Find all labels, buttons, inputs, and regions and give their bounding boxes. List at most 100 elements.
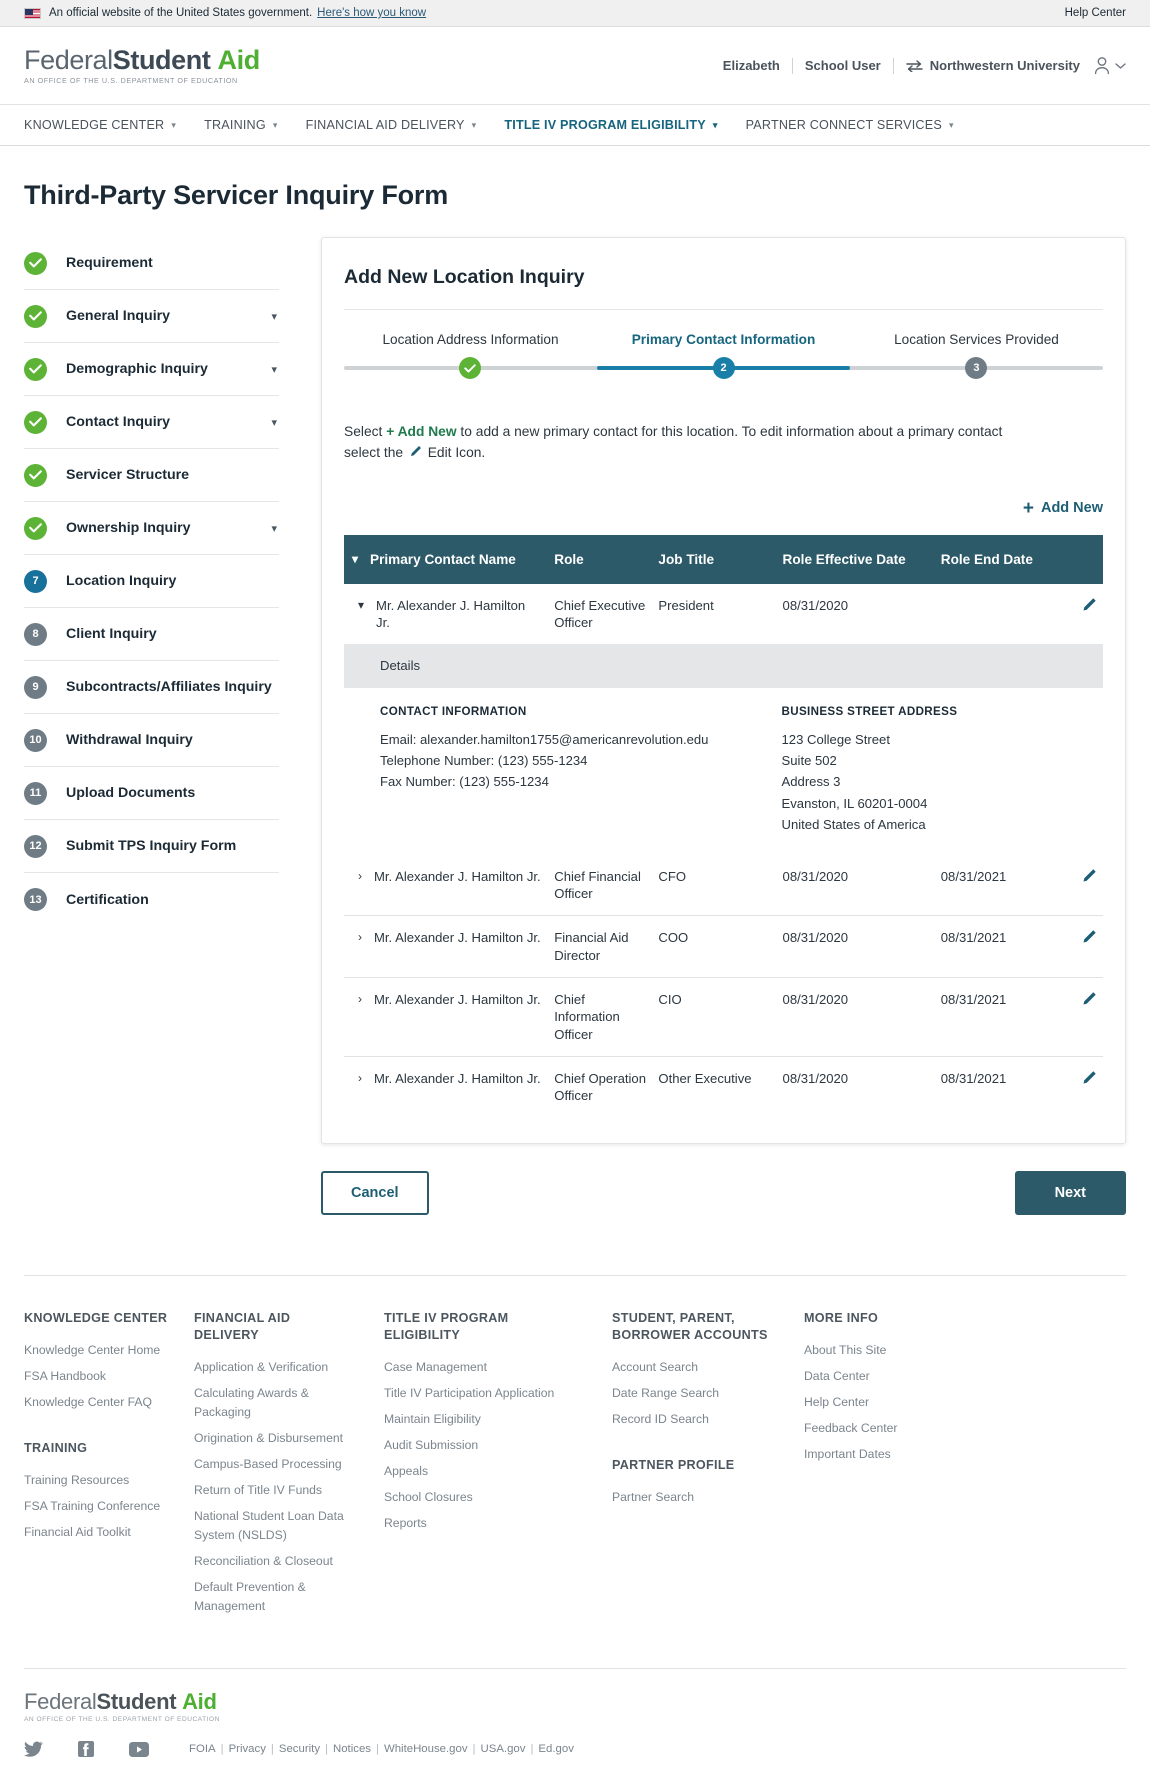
footer-fsa-logo[interactable]: FederalStudent Aid An OFFICE of the U.S.…: [24, 1691, 1126, 1724]
footer-link[interactable]: Application & Verification: [194, 1360, 329, 1375]
footer-link[interactable]: Reconciliation & Closeout: [194, 1553, 333, 1568]
table-row[interactable]: › Mr. Alexander J. Hamilton Jr. Chief Op…: [344, 1056, 1103, 1117]
chevron-down-icon[interactable]: ▾: [271, 416, 277, 429]
edit-row-icon[interactable]: [1081, 868, 1097, 888]
column-header-job-title[interactable]: Job Title: [652, 534, 777, 584]
footer-link[interactable]: Appeals: [384, 1464, 429, 1479]
legal-link-usa[interactable]: USA.gov: [480, 1743, 526, 1756]
table-row[interactable]: ▾ Mr. Alexander J. Hamilton Jr. Chief Ex…: [344, 584, 1103, 645]
footer-link[interactable]: School Closures: [384, 1489, 473, 1504]
sidebar-item-contact-inquiry[interactable]: Contact Inquiry ▾: [24, 396, 279, 449]
step-label-3[interactable]: Location Services Provided: [894, 332, 1059, 347]
twitter-icon[interactable]: [24, 1741, 43, 1758]
column-header-role-effective-date[interactable]: Role Effective Date: [776, 534, 935, 584]
add-new-button[interactable]: + Add New: [1023, 499, 1103, 518]
footer-link[interactable]: FSA Training Conference: [24, 1499, 161, 1514]
legal-link-ed[interactable]: Ed.gov: [538, 1743, 574, 1756]
facebook-icon[interactable]: [78, 1741, 94, 1758]
footer-link[interactable]: Case Management: [384, 1360, 487, 1375]
footer-link[interactable]: Reports: [384, 1515, 427, 1530]
edit-row-icon[interactable]: [1081, 1070, 1097, 1090]
sidebar-item-ownership-inquiry[interactable]: Ownership Inquiry ▾: [24, 502, 279, 555]
chevron-down-icon[interactable]: ▾: [271, 522, 277, 535]
chevron-down-icon[interactable]: ▾: [271, 310, 277, 323]
legal-link-whitehouse[interactable]: WhiteHouse.gov: [383, 1743, 468, 1756]
footer-link[interactable]: Knowledge Center Home: [24, 1343, 161, 1358]
organization-name[interactable]: Northwestern University: [929, 58, 1080, 73]
legal-link-notices[interactable]: Notices: [333, 1743, 371, 1756]
footer-link[interactable]: Help Center: [804, 1395, 870, 1410]
footer-link[interactable]: Date Range Search: [612, 1386, 720, 1401]
footer-link[interactable]: National Student Loan Data System (NSLDS…: [194, 1508, 344, 1542]
footer-link[interactable]: Partner Search: [612, 1490, 694, 1505]
chevron-right-icon[interactable]: ›: [358, 868, 362, 883]
fsa-logo[interactable]: FederalStudent Aid An OFFICE of the U.S.…: [24, 46, 260, 84]
footer-link[interactable]: Important Dates: [804, 1447, 891, 1462]
youtube-icon[interactable]: [129, 1741, 149, 1757]
footer-link[interactable]: Knowledge Center FAQ: [24, 1395, 153, 1410]
account-menu[interactable]: [1094, 56, 1126, 75]
table-row[interactable]: › Mr. Alexander J. Hamilton Jr. Chief In…: [344, 977, 1103, 1057]
edit-row-icon[interactable]: [1081, 597, 1097, 617]
footer-link[interactable]: Feedback Center: [804, 1421, 898, 1436]
chevron-down-icon[interactable]: ▾: [358, 597, 365, 612]
step-dot-1-complete[interactable]: [459, 357, 482, 379]
cancel-button[interactable]: Cancel: [321, 1171, 429, 1216]
nav-training[interactable]: TRAINING ▾: [204, 118, 278, 132]
step-dot-2-active[interactable]: 2: [712, 357, 735, 379]
footer-link[interactable]: About This Site: [804, 1343, 887, 1358]
user-name[interactable]: Elizabeth: [722, 58, 780, 73]
add-new-inline-link[interactable]: + Add New: [386, 424, 457, 439]
sidebar-item-submit-tps-inquiry-form[interactable]: 12 Submit TPS Inquiry Form: [24, 820, 279, 873]
footer-link[interactable]: Record ID Search: [612, 1412, 709, 1427]
next-button[interactable]: Next: [1014, 1171, 1126, 1216]
footer-link[interactable]: Audit Submission: [384, 1438, 479, 1453]
edit-row-icon[interactable]: [1081, 991, 1097, 1011]
column-header-primary-contact-name[interactable]: ▾ Primary Contact Name: [344, 534, 549, 584]
footer-link[interactable]: Calculating Awards & Packaging: [194, 1386, 309, 1420]
sidebar-item-withdrawal-inquiry[interactable]: 10 Withdrawal Inquiry: [24, 714, 279, 767]
legal-link-security[interactable]: Security: [278, 1743, 321, 1756]
sidebar-item-general-inquiry[interactable]: General Inquiry ▾: [24, 290, 279, 343]
footer-link[interactable]: Maintain Eligibility: [384, 1412, 481, 1427]
switch-org-icon[interactable]: [906, 59, 923, 72]
chevron-down-icon[interactable]: ▾: [271, 363, 277, 376]
chevron-right-icon[interactable]: ›: [358, 930, 362, 945]
footer-link[interactable]: Financial Aid Toolkit: [24, 1524, 131, 1539]
sidebar-item-subcontracts-affiliates-inquiry[interactable]: 9 Subcontracts/Affiliates Inquiry: [24, 661, 279, 714]
step-label-1[interactable]: Location Address Information: [382, 332, 559, 347]
footer-link[interactable]: Title IV Participation Application: [384, 1386, 555, 1401]
sidebar-item-client-inquiry[interactable]: 8 Client Inquiry: [24, 608, 279, 661]
sidebar-item-requirement[interactable]: Requirement: [24, 237, 279, 290]
help-center-link[interactable]: Help Center: [1064, 7, 1126, 19]
sidebar-item-servicer-structure[interactable]: Servicer Structure: [24, 449, 279, 502]
nav-partner-connect-services[interactable]: PARTNER CONNECT SERVICES ▾: [746, 118, 954, 132]
how-you-know-link[interactable]: Here's how you know: [317, 7, 427, 19]
step-dot-3-todo[interactable]: 3: [965, 357, 988, 379]
footer-link[interactable]: Campus-Based Processing: [194, 1457, 342, 1472]
table-row[interactable]: › Mr. Alexander J. Hamilton Jr. Chief Fi…: [344, 854, 1103, 917]
sidebar-item-upload-documents[interactable]: 11 Upload Documents: [24, 767, 279, 820]
footer-link[interactable]: Training Resources: [24, 1473, 130, 1488]
nav-financial-aid-delivery[interactable]: FINANCIAL AID DELIVERY ▾: [306, 118, 477, 132]
sidebar-item-demographic-inquiry[interactable]: Demographic Inquiry ▾: [24, 343, 279, 396]
footer-link[interactable]: Data Center: [804, 1369, 870, 1384]
legal-link-privacy[interactable]: Privacy: [228, 1743, 266, 1756]
chevron-down-icon[interactable]: ▾: [352, 552, 359, 567]
edit-row-icon[interactable]: [1081, 929, 1097, 949]
footer-link[interactable]: Account Search: [612, 1360, 699, 1375]
footer-link[interactable]: Return of Title IV Funds: [194, 1482, 323, 1497]
footer-link[interactable]: Origination & Disbursement: [194, 1431, 344, 1446]
table-row[interactable]: › Mr. Alexander J. Hamilton Jr. Financia…: [344, 915, 1103, 979]
step-label-2[interactable]: Primary Contact Information: [631, 332, 816, 347]
sidebar-item-location-inquiry[interactable]: 7 Location Inquiry: [24, 555, 279, 608]
nav-title-iv-program-eligibility[interactable]: TITLE IV PROGRAM ELIGIBILITY ▾: [504, 118, 717, 132]
column-header-role-end-date[interactable]: Role End Date: [934, 534, 1065, 584]
legal-link-foia[interactable]: FOIA: [189, 1743, 216, 1756]
nav-knowledge-center[interactable]: KNOWLEDGE CENTER ▾: [24, 118, 176, 132]
column-header-role[interactable]: Role: [548, 534, 653, 584]
chevron-right-icon[interactable]: ›: [358, 992, 362, 1007]
footer-link[interactable]: Default Prevention & Management: [194, 1579, 306, 1613]
sidebar-item-certification[interactable]: 13 Certification: [24, 873, 279, 926]
chevron-right-icon[interactable]: ›: [358, 1070, 362, 1085]
